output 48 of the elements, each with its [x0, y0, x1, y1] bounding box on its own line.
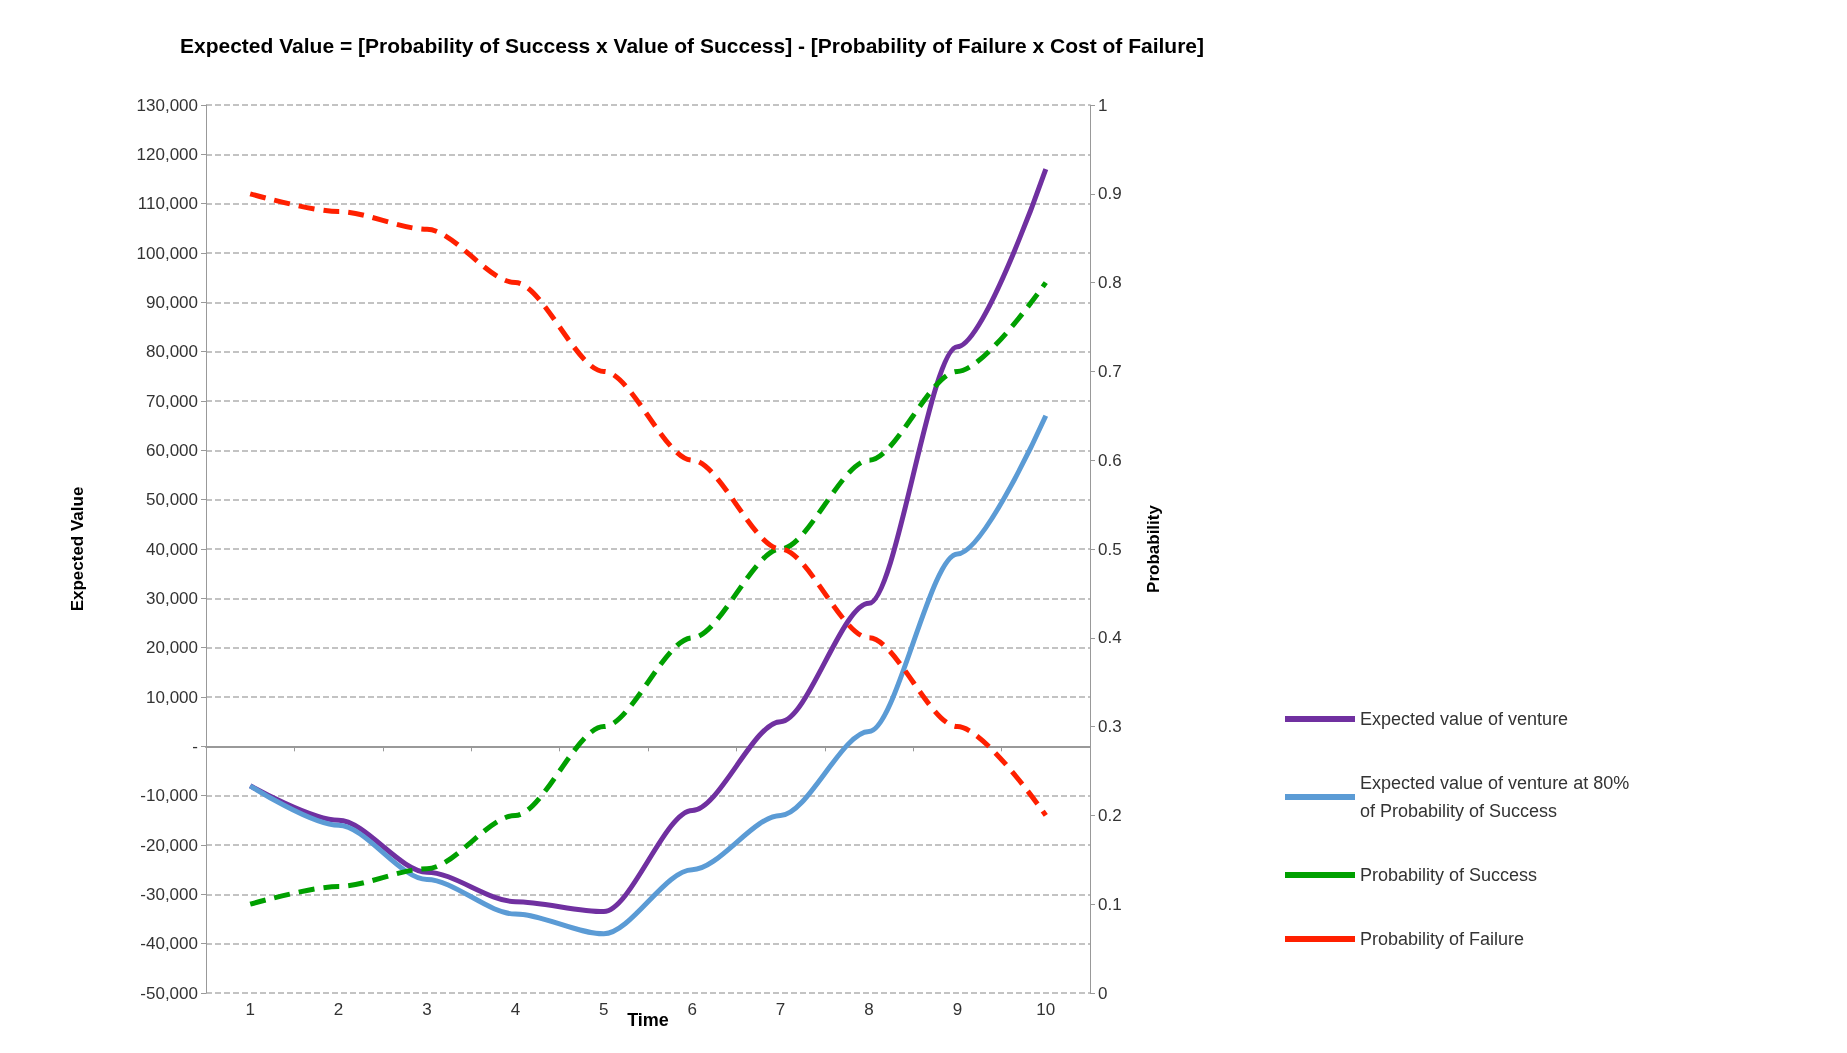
y2-tick-label: 0.6	[1098, 450, 1122, 470]
x-tick-label: 9	[952, 1000, 963, 1019]
y-tick-label: -10,000	[140, 786, 198, 806]
x-tick-label: 10	[1036, 1000, 1056, 1019]
y-tick-label: 130,000	[136, 95, 198, 115]
y-tick-label: -30,000	[140, 884, 198, 904]
y2-tick-label: 0	[1098, 983, 1108, 1003]
y2-tick-label: 0.7	[1098, 361, 1122, 381]
x-tick-label: 3	[422, 1000, 432, 1019]
y-axis-title: Expected Value	[68, 486, 87, 612]
y-tick-label: 10,000	[146, 687, 198, 707]
legend-label: Probability of Success	[1360, 865, 1538, 885]
y-tick-label: 20,000	[146, 638, 198, 658]
y-tick-label: 30,000	[146, 588, 198, 608]
legend-label: Probability of Failure	[1360, 929, 1525, 949]
y-tick-label: 90,000	[146, 292, 198, 312]
y2-tick-label: 0.5	[1098, 539, 1122, 559]
y-tick-label: 70,000	[146, 391, 198, 411]
y-tick-label: 50,000	[146, 490, 198, 510]
x-tick-label: 5	[599, 1000, 609, 1019]
y2-tick-label: 0.4	[1098, 628, 1122, 648]
y-tick-label: 120,000	[136, 144, 198, 164]
y2-tick-label: 0.2	[1098, 805, 1122, 825]
y2-tick-label: 1	[1098, 95, 1108, 115]
x-tick-label: 1	[245, 1000, 255, 1019]
y-tick-label: -40,000	[140, 934, 198, 954]
y-tick-label: 40,000	[146, 539, 198, 559]
x-axis-title: Time	[627, 1010, 669, 1030]
y2-tick-label: 0.9	[1098, 184, 1122, 204]
legend-label: Expected value of venture	[1360, 709, 1569, 729]
y2-tick-label: 0.8	[1098, 273, 1122, 293]
x-tick-label: 6	[687, 1000, 697, 1019]
y2-axis-title: Probability	[1144, 504, 1163, 593]
y2-tick-label: 0.3	[1098, 717, 1122, 737]
y-tick-label: 110,000	[137, 194, 198, 214]
y-tick-label: 60,000	[146, 440, 198, 460]
y-tick-label: 100,000	[136, 243, 198, 263]
x-tick-label: 7	[775, 1000, 786, 1019]
y-tick-label: -	[192, 736, 198, 756]
legend-label: Expected value of venture at 80% of Probability of Success	[1360, 773, 1635, 821]
x-tick-label: 8	[864, 1000, 874, 1019]
y-tick-label: -20,000	[140, 835, 198, 855]
y-tick-label: 80,000	[146, 342, 198, 362]
x-tick-label: 4	[510, 1000, 521, 1019]
chart-title: Expected Value = [Probability of Success x Value of Success] - [Probability of Failure x Cost of Failure]	[180, 34, 1205, 57]
y-tick-label: -50,000	[140, 983, 198, 1003]
x-tick-label: 2	[333, 1000, 344, 1019]
y2-tick-label: 0.1	[1098, 894, 1122, 914]
